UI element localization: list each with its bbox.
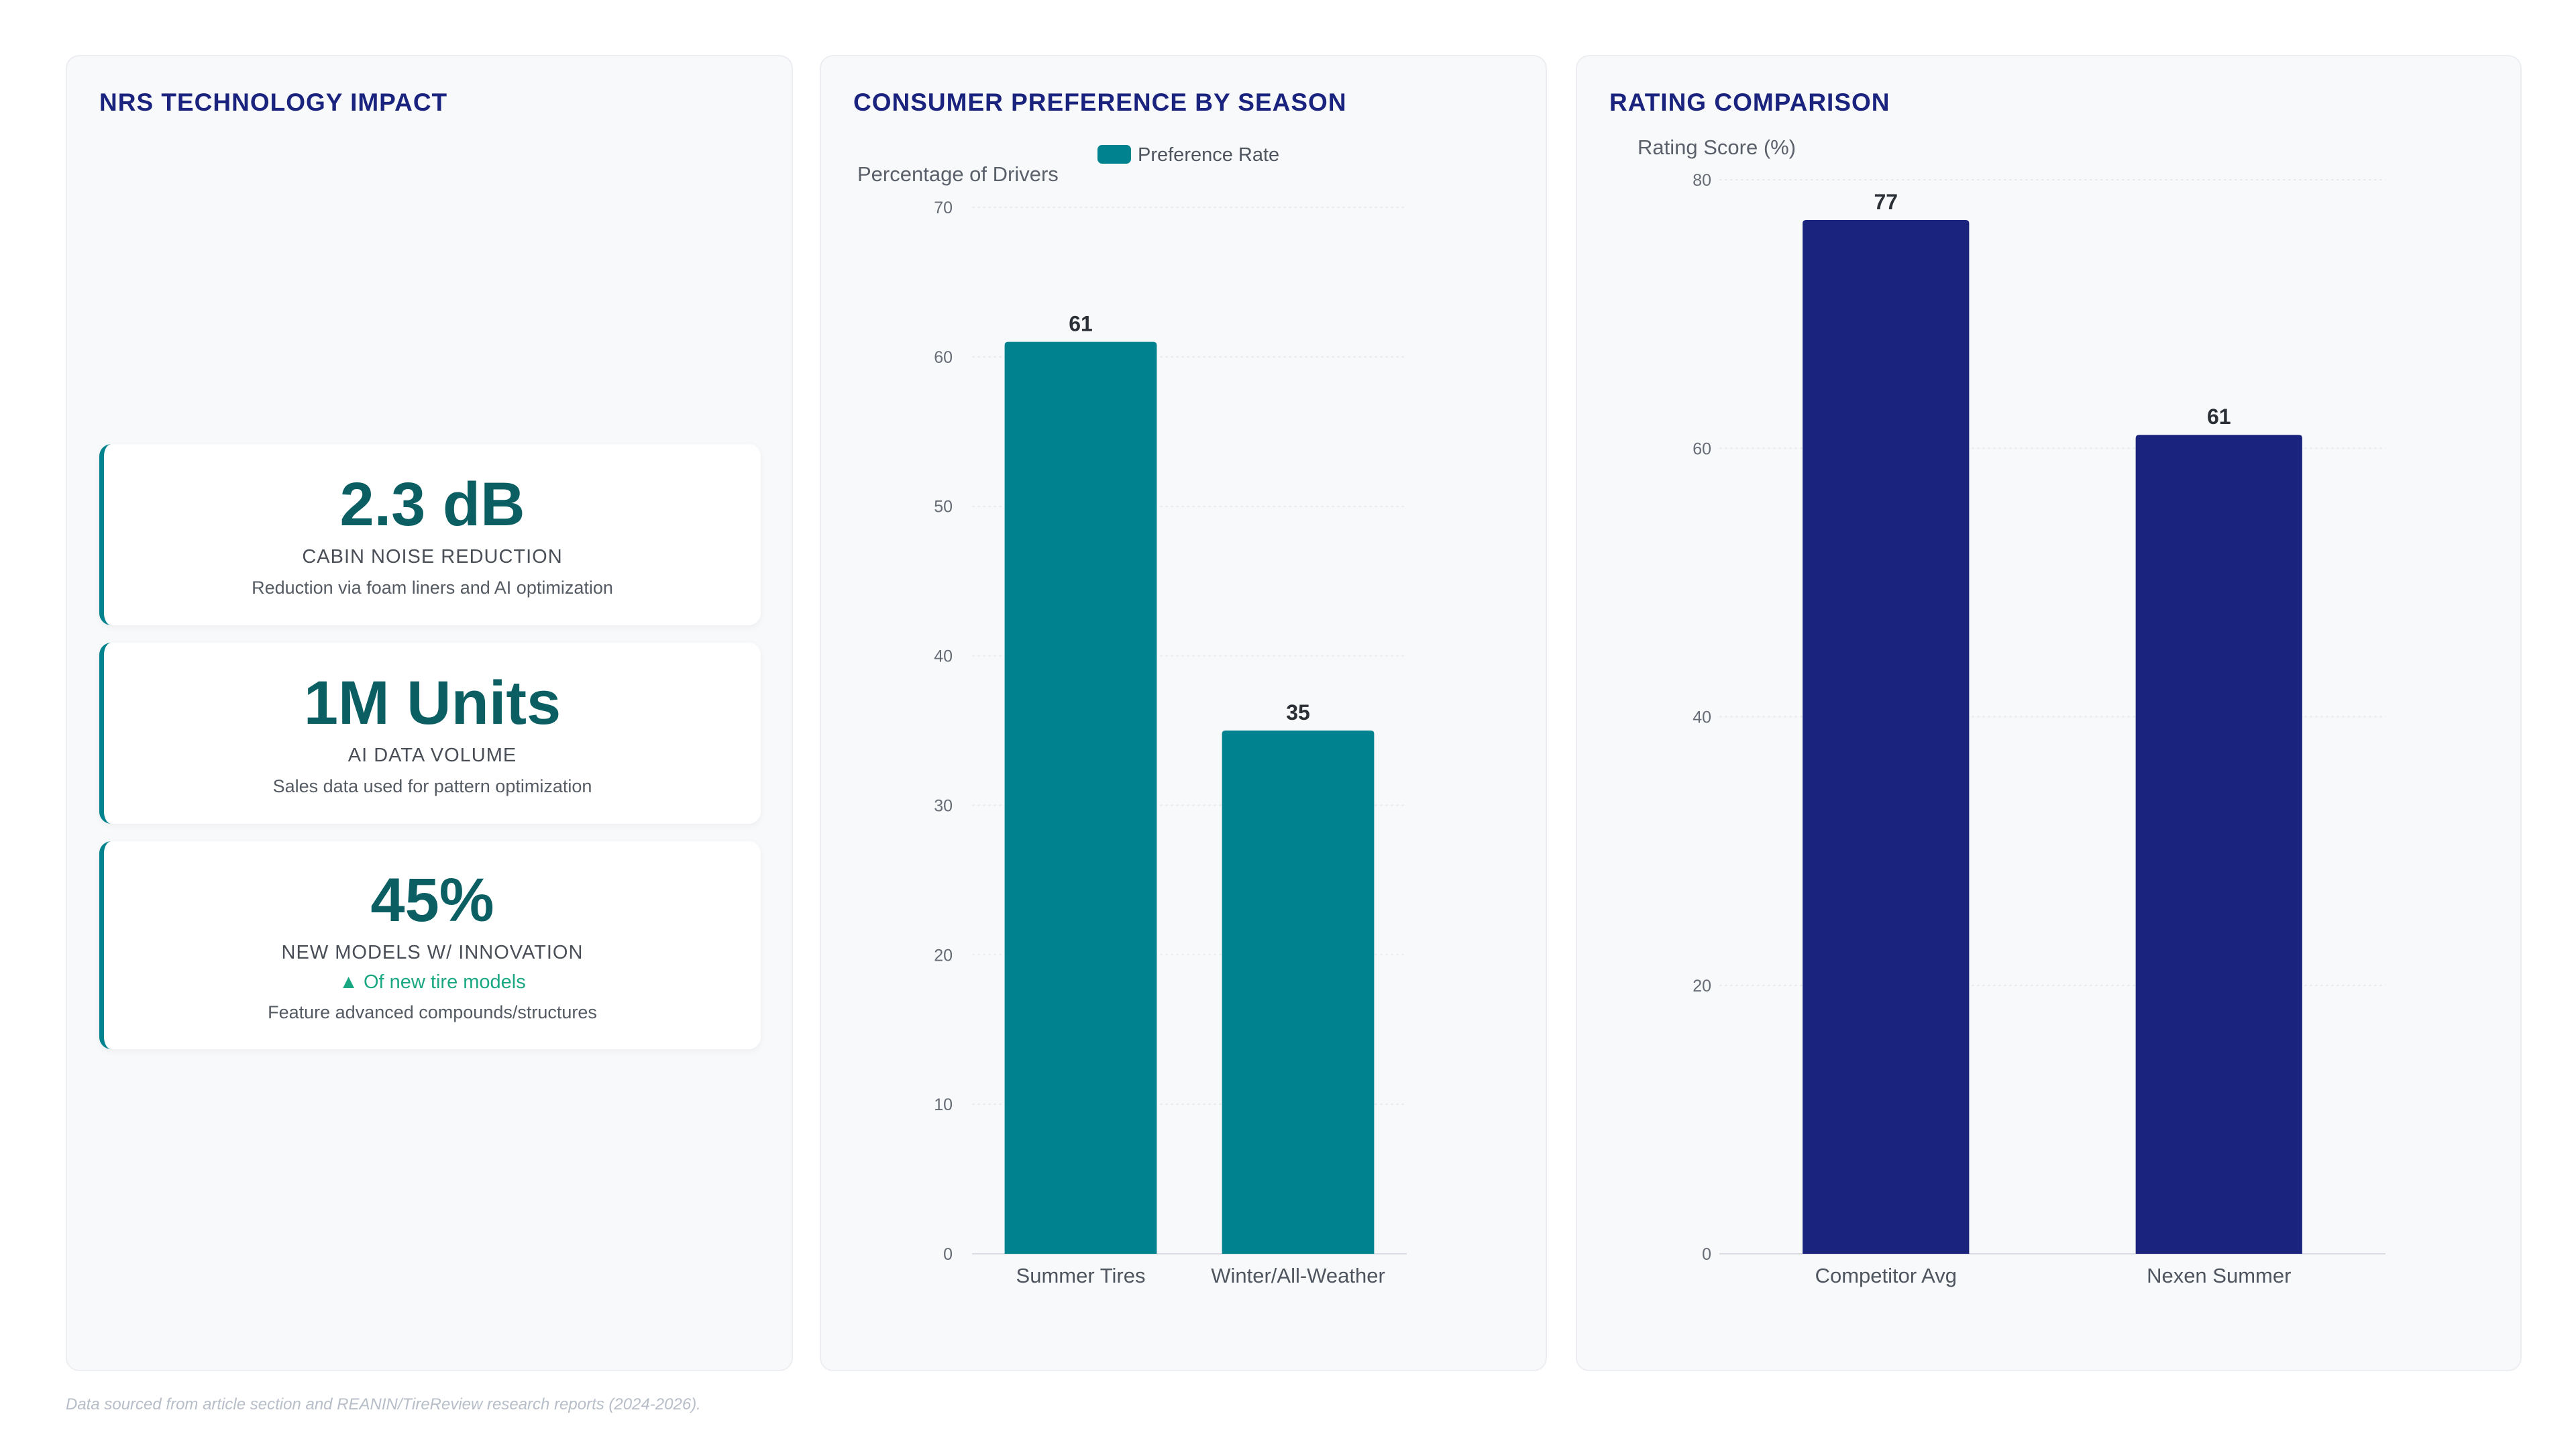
data-label: 35 — [1286, 700, 1310, 724]
bar — [1004, 341, 1157, 1254]
kpi-label: NEW MODELS W/ INNOVATION — [281, 942, 584, 963]
kpi-trend: ▲ Of new tire models — [339, 971, 526, 993]
y-tick-label: 40 — [934, 647, 953, 666]
season-bar-chart: 0 10 20 30 40 50 60 70 Percentage of Drivers 61 Su… — [857, 144, 1407, 1287]
kpi-label: AI DATA VOLUME — [347, 745, 517, 766]
legend-label: Preference Rate — [1138, 144, 1279, 166]
y-tick-label: 60 — [934, 348, 953, 367]
x-tick-label: Nexen Summer — [2147, 1264, 2291, 1287]
kpi-card-noise: 2.3 dB CABIN NOISE REDUCTION Reduction v… — [99, 444, 761, 625]
kpi-card-data-volume: 1M Units AI DATA VOLUME Sales data used … — [99, 643, 761, 824]
x-tick-label: Winter/All-Weather — [1211, 1264, 1385, 1287]
kpi-value: 1M Units — [303, 669, 561, 737]
data-label: 61 — [2207, 405, 2231, 429]
kpi-description: Sales data used for pattern optimization — [272, 776, 592, 796]
kpi-panel: NRS TECHNOLOGY IMPACT 2.3 dB CABIN NOISE… — [66, 55, 793, 1371]
bar — [1222, 731, 1375, 1254]
x-tick-label: Competitor Avg — [1815, 1264, 1957, 1287]
data-label: 61 — [1069, 312, 1093, 336]
y-tick-label: 40 — [1693, 708, 1711, 727]
y-tick-label: 30 — [934, 796, 953, 815]
footnote: Data sourced from article section and RE… — [66, 1395, 701, 1413]
y-tick-label: 70 — [934, 199, 953, 217]
y-tick-label: 60 — [1693, 439, 1711, 458]
y-axis-title: Rating Score (%) — [1638, 136, 1796, 159]
y-tick-label: 0 — [1702, 1245, 1711, 1264]
rating-chart-panel: RATING COMPARISON 0 20 40 60 80 Rating Score … — [1576, 55, 2522, 1371]
y-axis-title: Percentage of Drivers — [857, 162, 1059, 186]
season-chart-title: CONSUMER PREFERENCE BY SEASON — [853, 89, 1347, 116]
rating-bar-chart: 0 20 40 60 80 Rating Score (%) 77 Competitor Av… — [1638, 136, 2385, 1287]
kpi-value: 45% — [370, 866, 494, 934]
kpi-card-new-models: 45% NEW MODELS W/ INNOVATION ▲ Of new ti… — [99, 841, 761, 1049]
bar — [1803, 220, 1970, 1254]
y-tick-label: 0 — [943, 1245, 953, 1264]
kpi-panel-title: NRS TECHNOLOGY IMPACT — [99, 89, 448, 116]
y-tick-label: 10 — [934, 1095, 953, 1114]
legend-swatch — [1097, 145, 1131, 164]
rating-chart-title: RATING COMPARISON — [1609, 89, 1890, 116]
kpi-label: CABIN NOISE REDUCTION — [302, 546, 563, 568]
data-label: 77 — [1874, 190, 1898, 214]
kpi-description: Reduction via foam liners and AI optimiz… — [252, 578, 613, 598]
y-tick-label: 80 — [1693, 171, 1711, 190]
x-tick-label: Summer Tires — [1016, 1264, 1146, 1287]
kpi-description: Feature advanced compounds/structures — [268, 1002, 597, 1022]
y-tick-label: 20 — [1693, 977, 1711, 996]
season-chart-panel: CONSUMER PREFERENCE BY SEASON 0 10 20 30 40 5… — [820, 55, 1547, 1371]
kpi-value: 2.3 dB — [339, 470, 525, 539]
y-tick-label: 50 — [934, 498, 953, 517]
y-tick-label: 20 — [934, 946, 953, 965]
bar — [2135, 435, 2302, 1254]
